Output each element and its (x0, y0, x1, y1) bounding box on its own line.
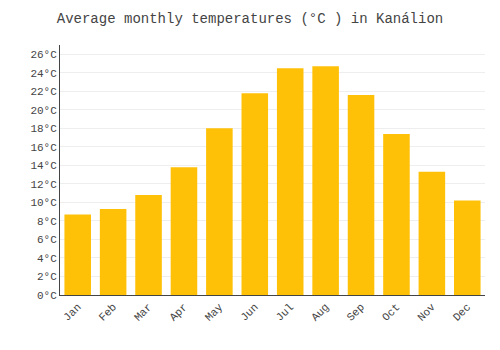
svg-text:22°C: 22°C (30, 86, 57, 98)
svg-text:Jan: Jan (61, 301, 83, 323)
svg-text:Feb: Feb (97, 301, 119, 323)
svg-text:18°C: 18°C (30, 123, 57, 135)
svg-text:26°C: 26°C (30, 49, 57, 61)
svg-text:20°C: 20°C (30, 105, 57, 117)
svg-text:Jul: Jul (274, 301, 296, 323)
svg-text:Mar: Mar (132, 301, 154, 323)
svg-text:4°C: 4°C (37, 253, 57, 265)
svg-text:24°C: 24°C (30, 68, 57, 80)
svg-text:12°C: 12°C (30, 179, 57, 191)
svg-text:Apr: Apr (167, 301, 189, 323)
svg-text:14°C: 14°C (30, 160, 57, 172)
svg-text:May: May (203, 301, 226, 324)
svg-text:Dec: Dec (451, 301, 473, 323)
svg-text:Sep: Sep (345, 301, 367, 323)
svg-text:Average monthly temperatures (: Average monthly temperatures (°C ) in Ka… (57, 11, 443, 27)
svg-text:Nov: Nov (415, 301, 438, 324)
svg-text:16°C: 16°C (30, 142, 57, 154)
svg-text:0°C: 0°C (37, 290, 57, 302)
svg-text:Jun: Jun (238, 301, 260, 323)
svg-text:2°C: 2°C (37, 271, 57, 283)
svg-text:Oct: Oct (380, 301, 402, 323)
svg-text:10°C: 10°C (30, 197, 57, 209)
svg-text:Aug: Aug (309, 301, 331, 323)
svg-text:6°C: 6°C (37, 234, 57, 246)
svg-text:8°C: 8°C (37, 216, 57, 228)
